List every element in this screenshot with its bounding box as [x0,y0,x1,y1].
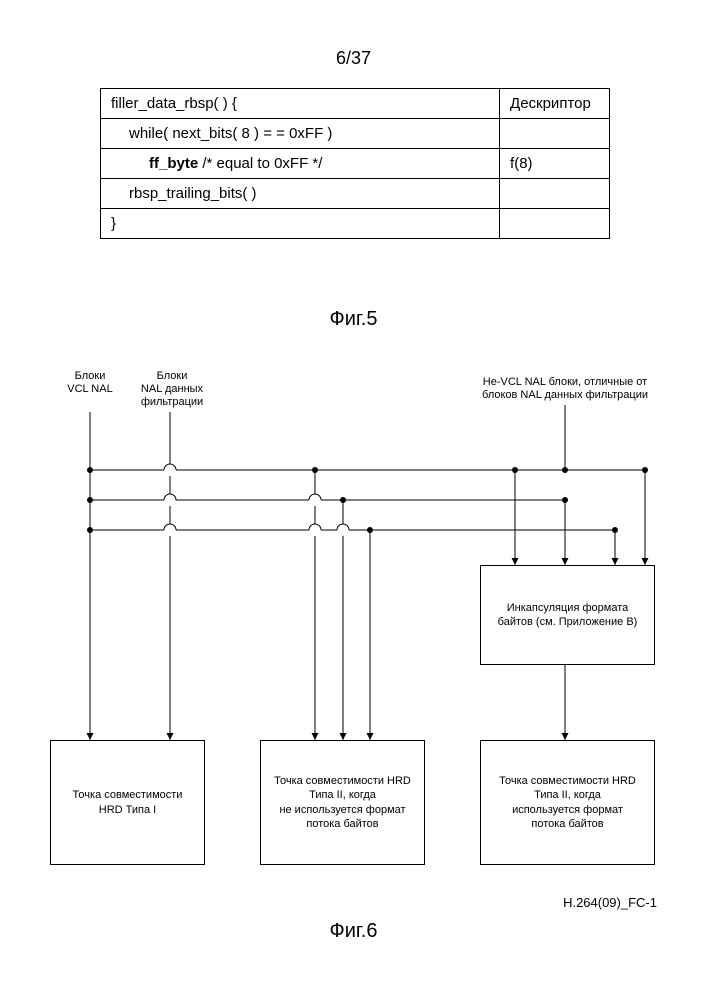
descriptor-cell [500,179,610,209]
diagram-label-vcl_nal: БлокиVCL NAL [60,370,120,396]
diagram-label-non_vcl: Не-VCL NAL блоки, отличные отблоков NAL … [465,376,665,402]
descriptor-cell [500,119,610,149]
descriptor-cell: Дескриптор [500,89,610,119]
syntax-cell: rbsp_trailing_bits( ) [101,179,500,209]
syntax-cell: filler_data_rbsp( ) { [101,89,500,119]
syntax-cell: ff_byte /* equal to 0xFF */ [101,149,500,179]
diagram-box-hrd2a: Точка совместимости HRDТипа II, когдане … [260,740,425,865]
syntax-table: filler_data_rbsp( ) {Дескрипторwhile( ne… [100,88,610,239]
descriptor-cell [500,209,610,239]
fig5-caption: Фиг.5 [0,308,707,331]
diagram-box-hrd2b: Точка совместимости HRDТипа II, когдаисп… [480,740,655,865]
descriptor-cell: f(8) [500,149,610,179]
doc-reference: H.264(09)_FC-1 [563,895,657,910]
diagram-box-hrd1: Точка совместимостиHRD Типа I [50,740,205,865]
diagram-label-nal_filt: БлокиNAL данныхфильтрации [132,370,212,410]
diagram-box-encap: Инкапсуляция форматабайтов (см. Приложен… [480,565,655,665]
page-number: 6/37 [0,48,707,69]
flow-diagram: БлокиVCL NAL БлокиNAL данныхфильтрации Не-… [40,370,665,900]
fig6-caption: Фиг.6 [0,920,707,943]
syntax-cell: } [101,209,500,239]
syntax-cell: while( next_bits( 8 ) = = 0xFF ) [101,119,500,149]
